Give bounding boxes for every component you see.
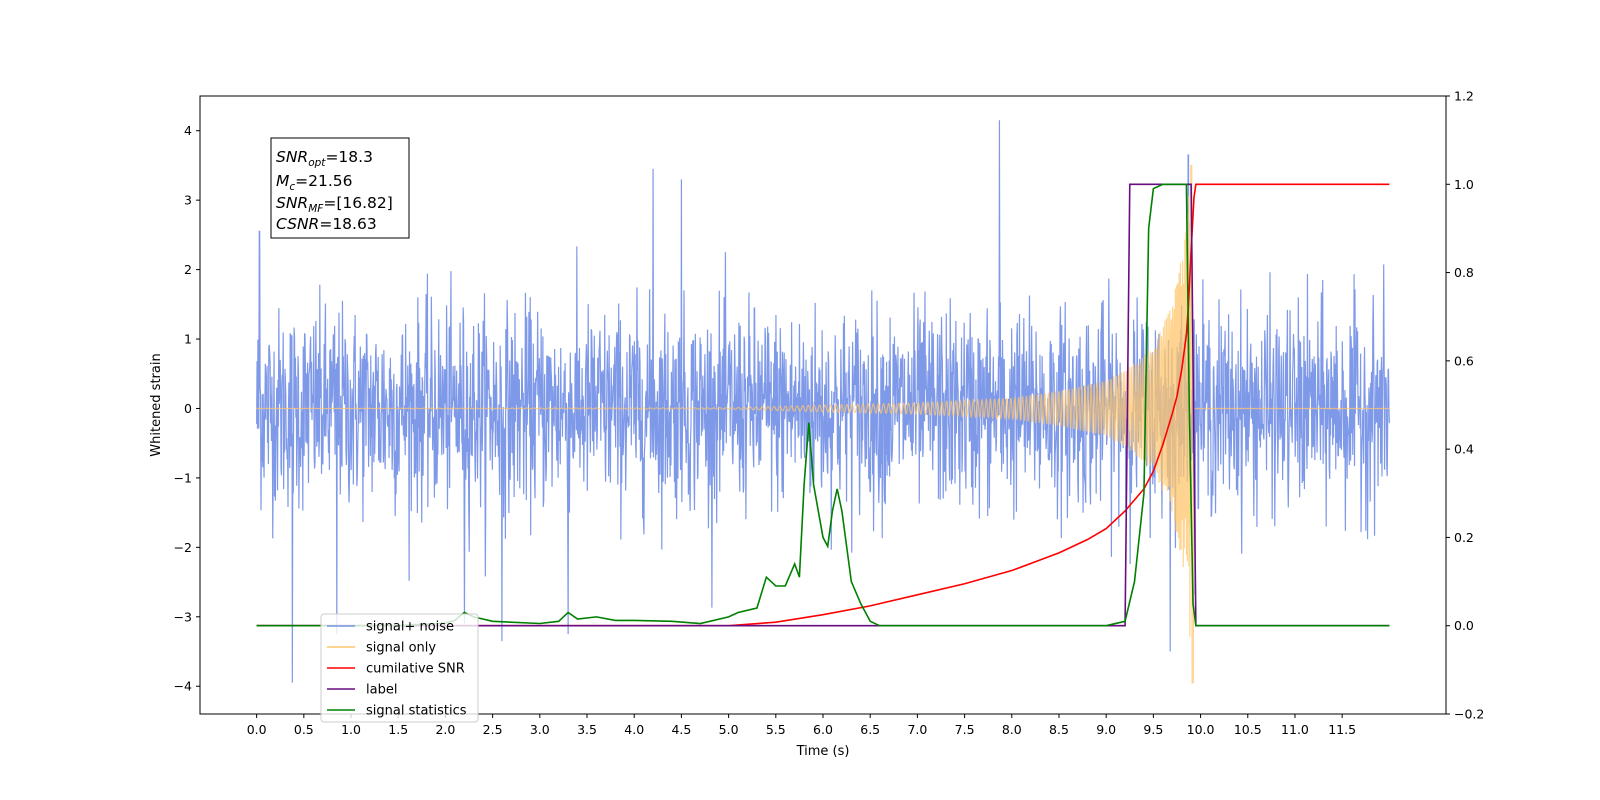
x-tick-label: 6.5 (860, 722, 880, 737)
x-axis-label: Time (s) (796, 744, 850, 759)
x-tick-label: 0.0 (247, 722, 267, 737)
y2-tick-label: 0.0 (1454, 618, 1474, 633)
annotation-snr-mf: SNRMF=[16.82] (276, 194, 393, 215)
y-tick-label: −1 (174, 470, 192, 485)
x-tick-label: 5.0 (719, 722, 739, 737)
x-tick-label: 5.5 (766, 722, 786, 737)
legend-label: label (366, 683, 397, 698)
y-tick-label: 0 (184, 401, 192, 416)
legend-label: cumilative SNR (366, 662, 465, 677)
y2-tick-label: 0.8 (1454, 265, 1474, 280)
annotation-box: SNRopt=18.3 Mc=21.56 SNRMF=[16.82] CSNR=… (270, 137, 410, 239)
x-tick-label: 10.5 (1234, 722, 1262, 737)
y-tick-label: 3 (184, 193, 192, 208)
x-tick-label: 1.5 (388, 722, 408, 737)
annotation-mc: Mc=21.56 (276, 172, 353, 193)
y2-tick-label: −0.2 (1454, 707, 1484, 722)
legend: signal+ noise signal only cumilative SNR la… (320, 613, 479, 723)
y2-tick-label: 1.2 (1454, 89, 1474, 104)
y-tick-label: 1 (184, 332, 192, 347)
x-tick-label: 6.0 (813, 722, 833, 737)
x-tick-label: 4.5 (671, 722, 691, 737)
x-tick-label: 9.5 (1143, 722, 1163, 737)
x-tick-label: 2.5 (483, 722, 503, 737)
x-tick-label: 11.0 (1281, 722, 1309, 737)
x-tick-label: 0.5 (294, 722, 314, 737)
y2-tick-label: 0.4 (1454, 442, 1474, 457)
legend-label: signal statistics (366, 704, 467, 719)
y-tick-label: −4 (174, 679, 192, 694)
y2-tick-label: 1.0 (1454, 177, 1474, 192)
y-tick-label: 4 (184, 123, 192, 138)
x-tick-label: 1.0 (341, 722, 361, 737)
x-tick-label: 11.5 (1328, 722, 1356, 737)
y-tick-label: −3 (174, 609, 192, 624)
y-axis-label: Whitened strain (149, 353, 164, 456)
series-signal-noise-line (256, 120, 1390, 683)
y-tick-label: 2 (184, 262, 192, 277)
legend-label: signal only (366, 641, 436, 656)
x-tick-label: 10.0 (1187, 722, 1215, 737)
y-tick-label: −2 (174, 540, 192, 555)
x-tick-label: 3.0 (530, 722, 550, 737)
x-tick-label: 9.0 (1096, 722, 1116, 737)
series-signal-only-line (256, 164, 1390, 684)
y2-tick-label: 0.6 (1454, 353, 1474, 368)
x-tick-label: 8.0 (1002, 722, 1022, 737)
annotation-snr-opt: SNRopt=18.3 (276, 148, 373, 169)
x-tick-label: 3.5 (577, 722, 597, 737)
x-tick-label: 8.5 (1049, 722, 1069, 737)
series-signal-statistics-line (256, 183, 1390, 627)
y2-tick-label: 0.2 (1454, 530, 1474, 545)
x-tick-label: 4.0 (624, 722, 644, 737)
x-tick-label: 2.0 (435, 722, 455, 737)
legend-label: signal+ noise (366, 620, 454, 635)
x-tick-label: 7.5 (955, 722, 975, 737)
annotation-csnr: CSNR=18.63 (276, 215, 377, 233)
x-tick-label: 7.0 (907, 722, 927, 737)
